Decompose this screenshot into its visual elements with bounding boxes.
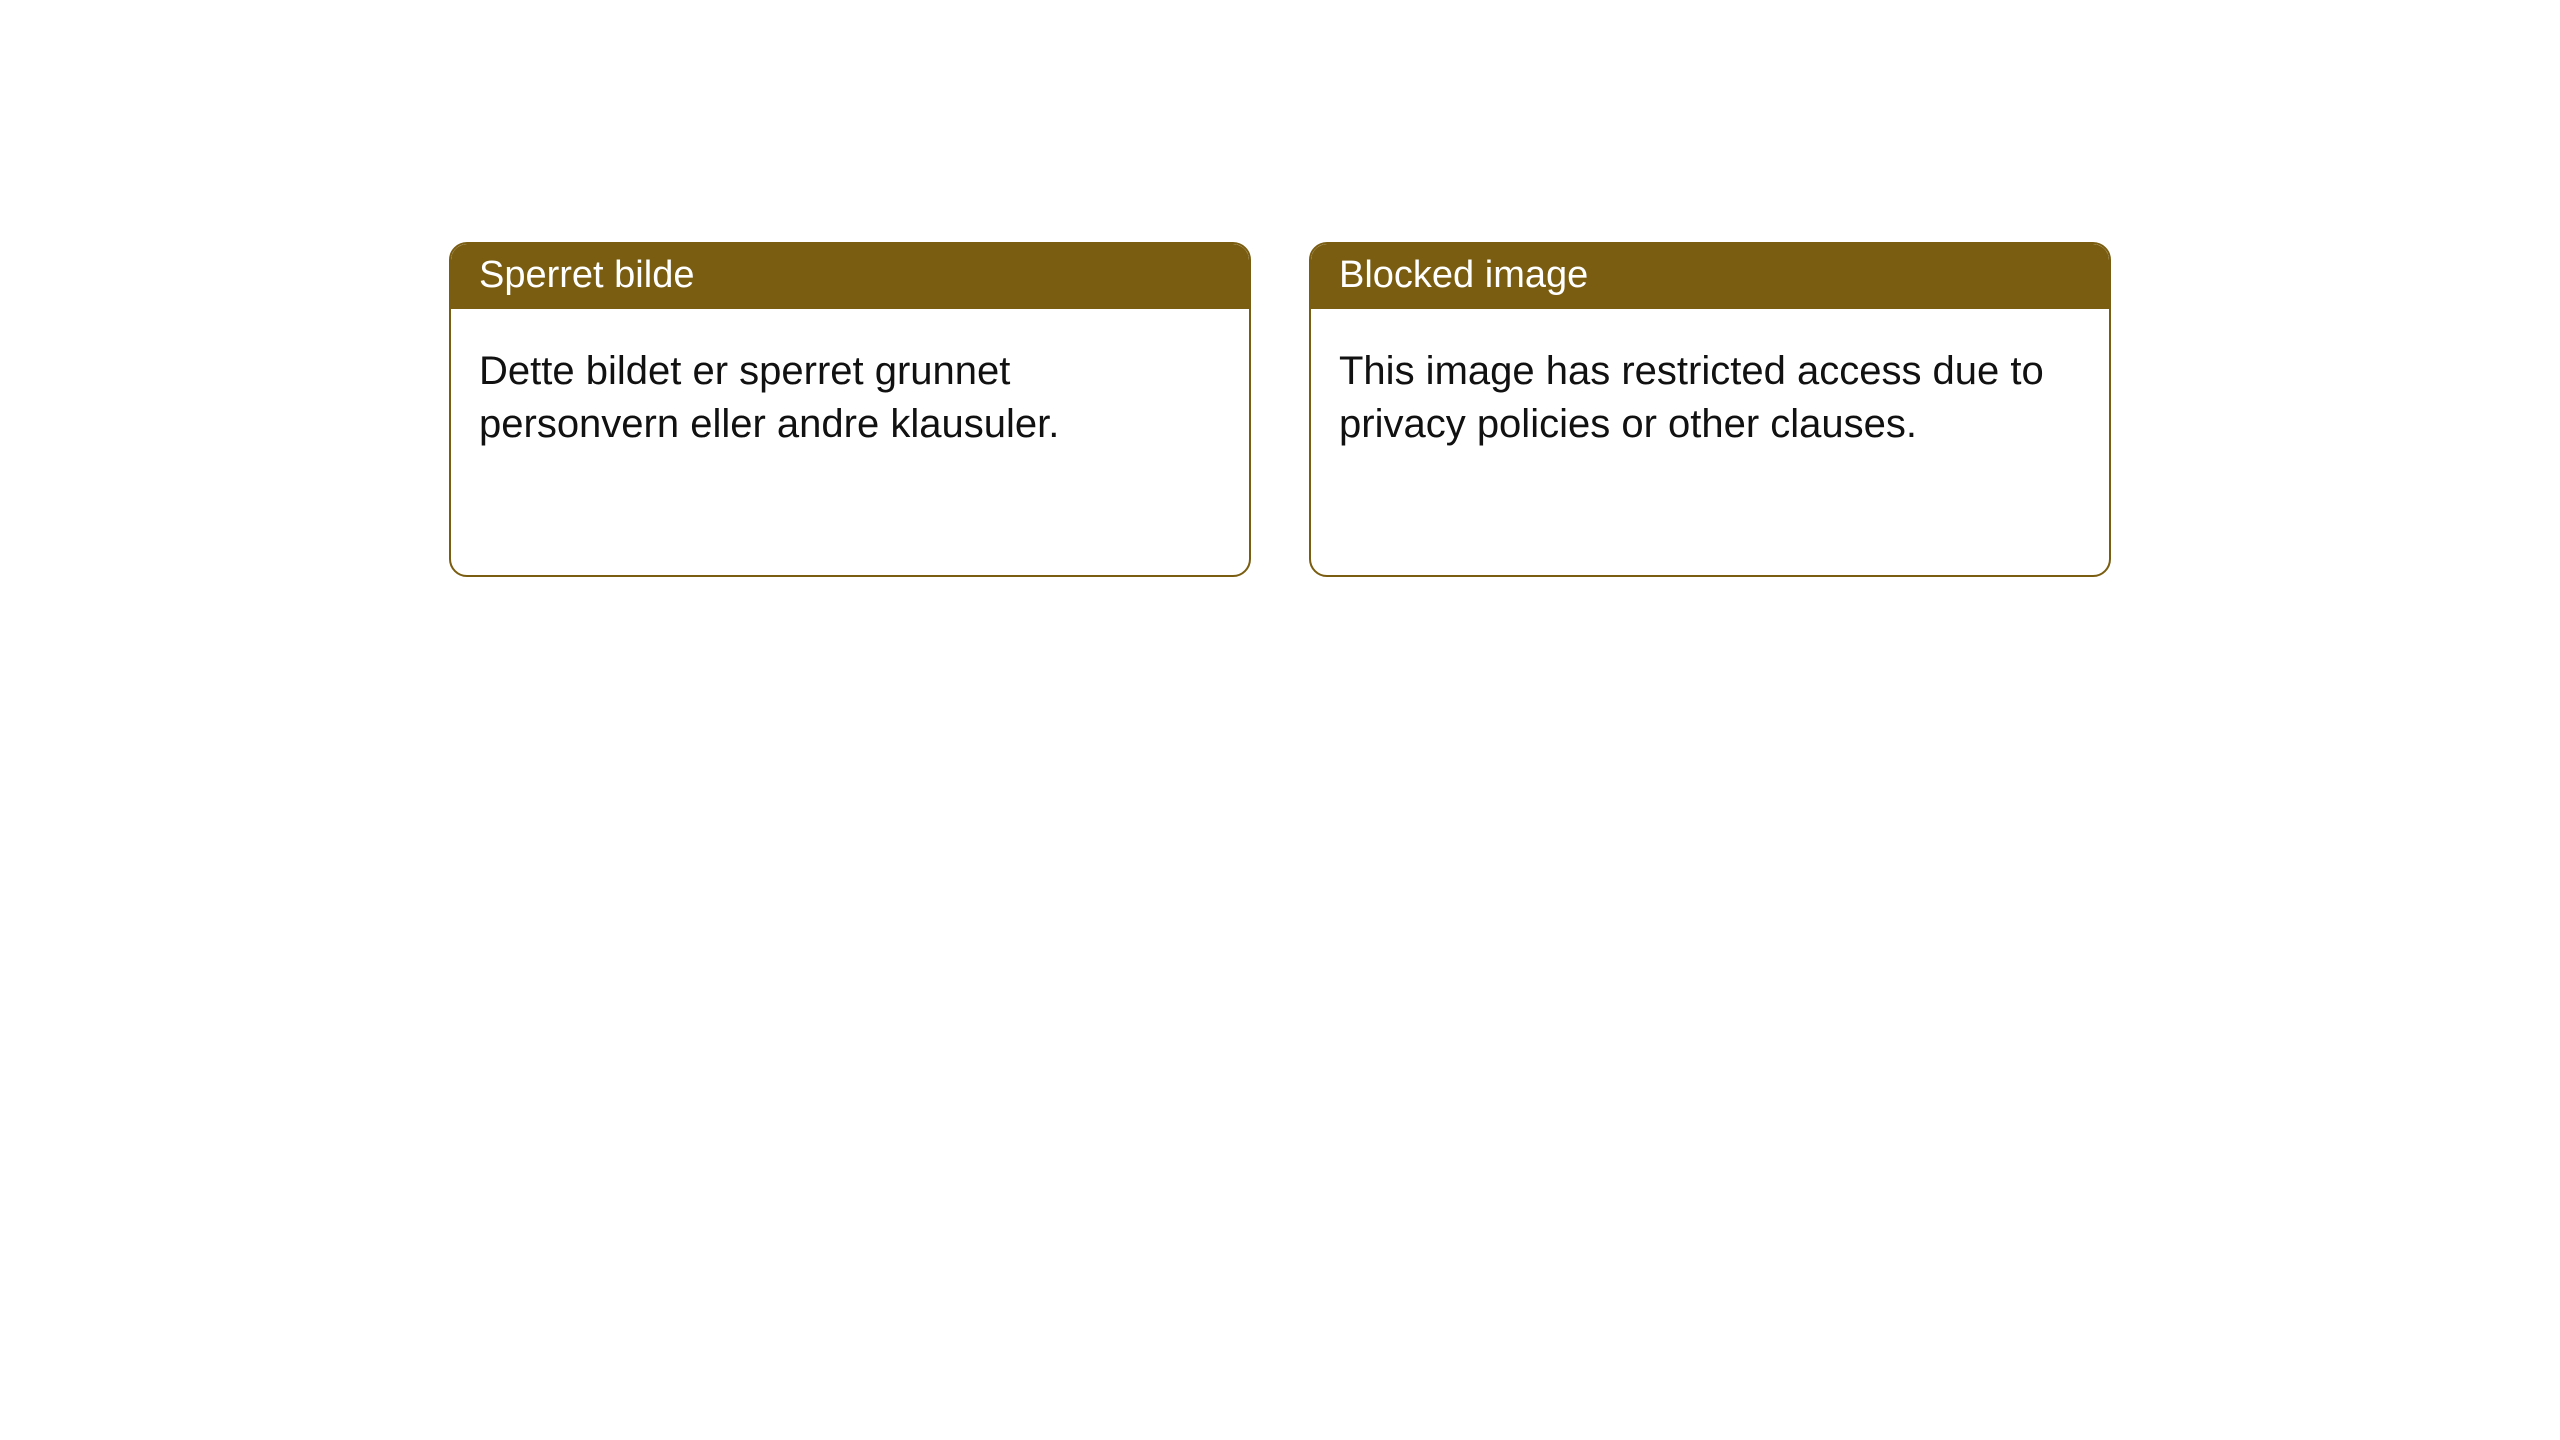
card-title-en: Blocked image <box>1311 244 2109 309</box>
blocked-image-card-en: Blocked image This image has restricted … <box>1309 242 2111 577</box>
blocked-image-notices: Sperret bilde Dette bildet er sperret gr… <box>449 242 2111 577</box>
card-body-no: Dette bildet er sperret grunnet personve… <box>451 309 1249 575</box>
card-body-en: This image has restricted access due to … <box>1311 309 2109 575</box>
card-title-no: Sperret bilde <box>451 244 1249 309</box>
blocked-image-card-no: Sperret bilde Dette bildet er sperret gr… <box>449 242 1251 577</box>
